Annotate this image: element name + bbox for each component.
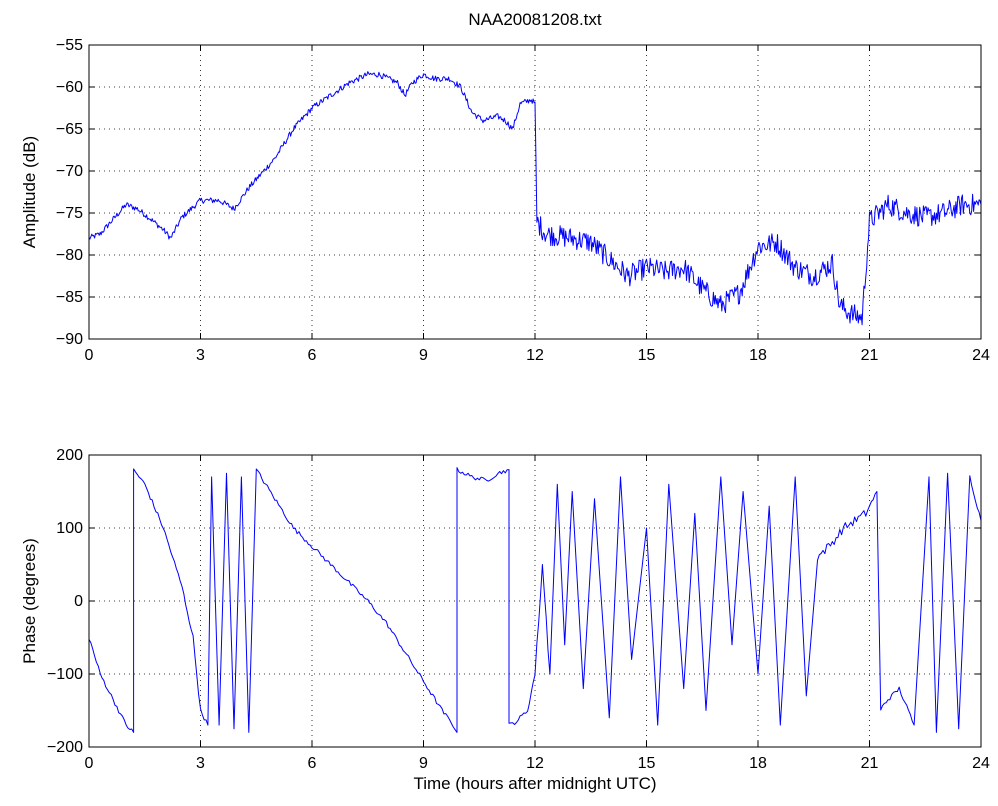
phase-x-tick-label: 6: [308, 755, 317, 772]
phase-x-tick-label: 21: [861, 755, 879, 772]
phase-x-tick-label: 9: [419, 755, 428, 772]
amplitude-x-tick-label: 12: [526, 347, 544, 364]
amplitude-y-tick-label: −55: [56, 37, 83, 54]
amplitude-x-tick-label: 3: [196, 347, 205, 364]
amplitude-y-tick-label: −65: [56, 121, 83, 138]
amplitude-y-tick-label: −60: [56, 79, 83, 96]
amplitude-y-axis-label: Amplitude (dB): [20, 136, 39, 248]
phase-y-tick-label: 200: [56, 447, 83, 464]
phase-x-tick-label: 12: [526, 755, 544, 772]
amplitude-axes: 0 3 6 9 12 15 18 21 24 −55 −60 −65 −70 −75 −80 −85 −90 N…: [20, 10, 990, 364]
amplitude-ticks: 0 3 6 9 12 15 18 21 24 −55 −60 −65 −70 −75 −80 −85 −90: [56, 37, 990, 364]
phase-x-tick-label: 15: [638, 755, 656, 772]
amplitude-title: NAA20081208.txt: [468, 10, 602, 29]
amplitude-series-line: [88, 71, 982, 326]
phase-x-tick-label: 18: [749, 755, 767, 772]
amplitude-x-tick-label: 0: [85, 347, 94, 364]
phase-x-axis-label: Time (hours after midnight UTC): [413, 774, 656, 793]
amplitude-x-tick-label: 6: [308, 347, 317, 364]
amplitude-y-tick-label: −90: [56, 331, 83, 348]
phase-x-tick-label: 3: [196, 755, 205, 772]
phase-x-tick-label: 24: [972, 755, 990, 772]
amplitude-y-tick-label: −70: [56, 163, 83, 180]
phase-y-tick-label: 100: [56, 520, 83, 537]
amplitude-axes-frame: [88, 44, 982, 340]
phase-y-axis-label: Phase (degrees): [20, 538, 39, 664]
phase-ticks: 0 3 6 9 12 15 18 21 24 200 100 0 −100 −200: [47, 447, 990, 772]
amplitude-grid: [89, 45, 981, 339]
amplitude-y-tick-label: −85: [56, 289, 83, 306]
amplitude-y-tick-label: −75: [56, 205, 83, 222]
amplitude-x-tick-label: 15: [638, 347, 656, 364]
phase-y-tick-label: −100: [47, 666, 83, 683]
phase-series: [88, 467, 982, 733]
phase-x-tick-label: 0: [85, 755, 94, 772]
amplitude-x-tick-label: 18: [749, 347, 767, 364]
phase-axes: 0 3 6 9 12 15 18 21 24 200 100 0 −100 −200 Phase (deg…: [20, 447, 990, 793]
amplitude-series: [88, 71, 982, 326]
phase-series-line: [88, 467, 982, 733]
phase-y-tick-label: −200: [47, 739, 83, 756]
phase-y-tick-label: 0: [74, 593, 83, 610]
amplitude-x-tick-label: 9: [419, 347, 428, 364]
amplitude-y-tick-label: −80: [56, 247, 83, 264]
amplitude-x-tick-label: 24: [972, 347, 990, 364]
amplitude-x-tick-label: 21: [861, 347, 879, 364]
